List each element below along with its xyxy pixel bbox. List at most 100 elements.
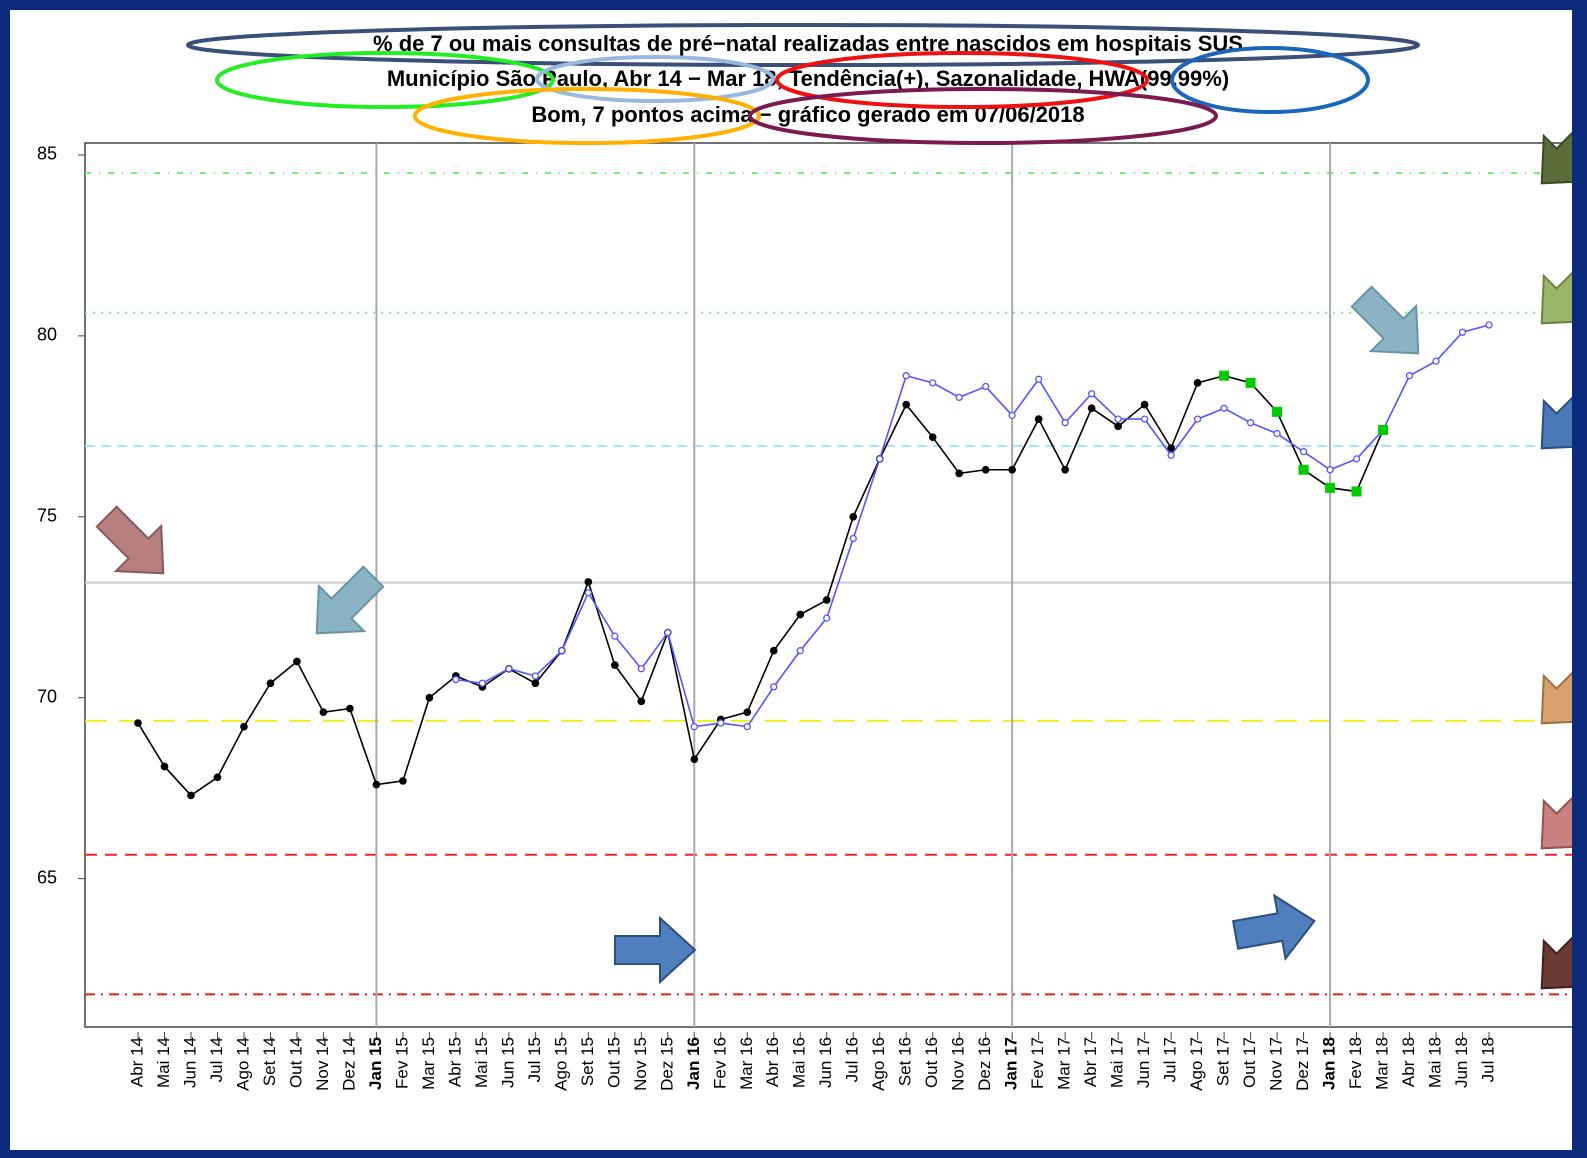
x-tick-label: Dez 16: [975, 1037, 994, 1091]
point: [1248, 420, 1254, 426]
x-tick-label: Out 14: [286, 1037, 305, 1088]
point: [612, 662, 618, 668]
point: [373, 781, 379, 787]
point: [426, 695, 432, 701]
x-tick-label: Jun 15: [498, 1037, 517, 1088]
point: [691, 756, 697, 762]
x-tick-label: Mar 16: [737, 1037, 756, 1090]
x-tick-label: Fev 15: [392, 1037, 411, 1089]
x-tick-label: Jul 15: [525, 1037, 544, 1082]
point: [665, 630, 671, 636]
x-tick-label: Fev 18: [1346, 1037, 1365, 1089]
x-tick-label: Jan 16: [684, 1037, 703, 1090]
point: [1221, 405, 1227, 411]
x-tick-label: Jul 18: [1478, 1037, 1497, 1082]
x-tick-label: Fev 16: [710, 1037, 729, 1089]
x-tick-label: Ago 14: [233, 1037, 252, 1091]
point: [638, 666, 644, 672]
point: [771, 647, 777, 653]
highlight-point: [1325, 483, 1335, 493]
x-tick-label: Mai 15: [472, 1037, 491, 1088]
x-tick-label: Jun 14: [180, 1037, 199, 1088]
x-tick-label: Abr 15: [445, 1037, 464, 1087]
x-tick-label: Ago 17: [1187, 1037, 1206, 1091]
x-tick-label: Jun 17: [1134, 1037, 1153, 1088]
point: [956, 394, 962, 400]
x-tick-label: Mar 17: [1055, 1037, 1074, 1090]
x-tick-label: Abr 16: [763, 1037, 782, 1087]
x-tick-label: Mar 18: [1373, 1037, 1392, 1090]
point: [1062, 467, 1068, 473]
point: [506, 666, 512, 672]
x-tick-label: Jul 17: [1161, 1037, 1180, 1082]
point: [612, 633, 618, 639]
point: [983, 384, 989, 390]
x-tick-label: Mai 18: [1425, 1037, 1444, 1088]
point: [824, 615, 830, 621]
highlight-point: [1352, 486, 1362, 496]
y-tick-label: 85: [37, 144, 57, 164]
point: [903, 373, 909, 379]
x-tick-label: Abr 18: [1399, 1037, 1418, 1087]
x-tick-label: Out 16: [922, 1037, 941, 1088]
point: [797, 611, 803, 617]
point: [824, 597, 830, 603]
point: [718, 720, 724, 726]
point: [479, 680, 485, 686]
x-tick-label: Set 17: [1214, 1037, 1233, 1086]
point: [850, 536, 856, 542]
point: [214, 774, 220, 780]
point: [320, 709, 326, 715]
x-tick-label: Dez 14: [339, 1037, 358, 1091]
panel: [10, 10, 1572, 1150]
point: [1486, 322, 1492, 328]
point: [1354, 456, 1360, 462]
x-tick-label: Dez 15: [657, 1037, 676, 1091]
point: [585, 579, 591, 585]
highlight-point: [1219, 371, 1229, 381]
x-tick-label: Jul 16: [843, 1037, 862, 1082]
point: [347, 705, 353, 711]
point: [1194, 380, 1200, 386]
point: [1115, 423, 1121, 429]
point: [559, 648, 565, 654]
x-tick-label: Mai 17: [1108, 1037, 1127, 1088]
point: [771, 684, 777, 690]
x-tick-label: Set 16: [896, 1037, 915, 1086]
x-tick-label: Jan 17: [1002, 1037, 1021, 1090]
point: [1168, 445, 1174, 451]
chart-subtitle: Município São Paulo, Abr 14 − Mar 18, Te…: [387, 66, 1229, 91]
point: [1460, 329, 1466, 335]
point: [532, 680, 538, 686]
x-tick-label: Jan 15: [366, 1037, 385, 1090]
x-tick-label: Set 15: [578, 1037, 597, 1086]
point: [930, 380, 936, 386]
x-tick-label: Abr 14: [127, 1037, 146, 1087]
point: [1433, 358, 1439, 364]
highlight-point: [1378, 425, 1388, 435]
point: [1062, 420, 1068, 426]
point: [1195, 416, 1201, 422]
point: [956, 470, 962, 476]
y-tick-label: 70: [37, 686, 57, 706]
point: [1301, 449, 1307, 455]
point: [850, 514, 856, 520]
point: [161, 763, 167, 769]
point: [638, 698, 644, 704]
point: [1274, 431, 1280, 437]
x-tick-label: Mai 14: [154, 1037, 173, 1088]
y-tick-label: 65: [37, 867, 57, 887]
point: [691, 724, 697, 730]
point: [1036, 376, 1042, 382]
point: [1141, 401, 1147, 407]
highlight-point: [1246, 378, 1256, 388]
x-tick-label: Jan 18: [1320, 1037, 1339, 1090]
point: [930, 434, 936, 440]
point: [982, 467, 988, 473]
point: [1327, 467, 1333, 473]
x-tick-label: Out 15: [604, 1037, 623, 1088]
chart-title: % de 7 ou mais consultas de pré−natal re…: [373, 31, 1243, 56]
point: [241, 723, 247, 729]
point: [188, 792, 194, 798]
y-tick-label: 80: [37, 325, 57, 345]
